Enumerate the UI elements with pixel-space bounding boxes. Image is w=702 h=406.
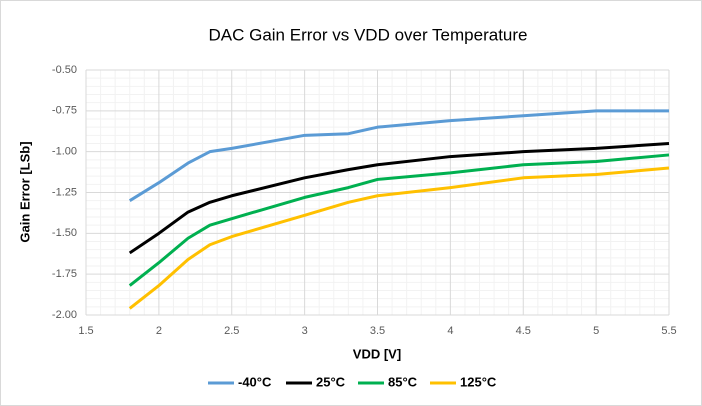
y-tick-label: -1.00 <box>52 146 77 158</box>
y-tick-label: -1.50 <box>52 227 77 239</box>
y-tick-label: -0.50 <box>52 64 77 76</box>
x-tick-label: 3 <box>302 325 308 337</box>
y-tick-label: -1.75 <box>52 268 77 280</box>
series-line <box>128 166 670 310</box>
legend-label: 25°C <box>316 374 346 389</box>
x-tick-label: 5.5 <box>661 325 676 337</box>
x-tick-label: 1.5 <box>78 325 93 337</box>
series-line <box>128 109 669 202</box>
series-line <box>128 153 670 287</box>
x-tick-label: 3.5 <box>370 325 385 337</box>
y-tick-label: -0.75 <box>52 105 77 117</box>
x-tick-label: 5 <box>593 325 599 337</box>
x-axis-title: VDD [V] <box>353 346 401 361</box>
y-axis-title: Gain Error [LSb] <box>17 141 32 242</box>
x-tick-label: 2 <box>156 325 162 337</box>
x-tick-label: 4 <box>447 325 453 337</box>
series-line <box>128 142 670 255</box>
chart-title: DAC Gain Error vs VDD over Temperature <box>208 25 527 44</box>
x-tick-label: 2.5 <box>224 325 239 337</box>
legend-label: -40°C <box>238 374 272 389</box>
y-tick-label: -1.25 <box>52 186 77 198</box>
legend-label: 125°C <box>460 374 497 389</box>
y-tick-label: -2.00 <box>52 309 77 321</box>
legend-label: 85°C <box>388 374 418 389</box>
x-tick-label: 4.5 <box>516 325 531 337</box>
